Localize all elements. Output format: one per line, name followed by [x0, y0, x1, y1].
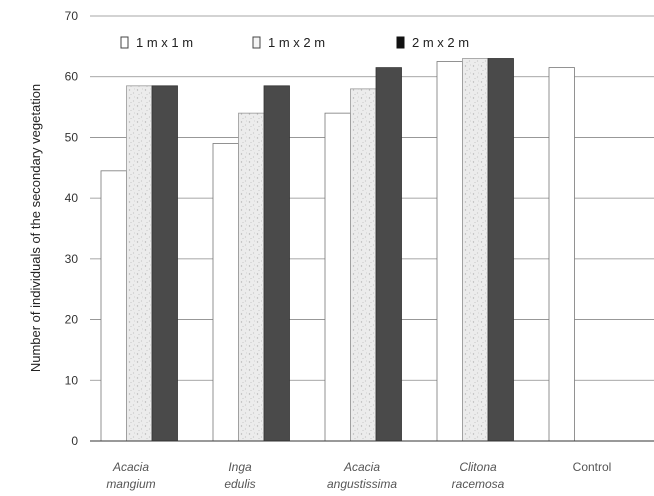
legend-swatch-1	[120, 36, 129, 49]
y-tick-label-30: 30	[65, 252, 79, 266]
category-label-5: Control	[573, 460, 612, 474]
bar-5-series-1	[548, 67, 575, 442]
category-label-2-line2: edulis	[224, 477, 255, 491]
y-tick-label-0: 0	[71, 434, 78, 448]
category-label-3-line2: angustissima	[327, 477, 397, 491]
category-labels: Acacia mangium Inga edulis Acacia angustissim…	[106, 460, 611, 491]
bar-3-series-2	[350, 88, 377, 442]
bar-4-series-1	[436, 61, 463, 442]
y-tick-labels: 0 10 20 30 40 50 60 70	[65, 9, 79, 448]
bar-1-series-3	[151, 85, 178, 442]
category-label-4-line2: racemosa	[452, 477, 505, 491]
bar-4-series-2	[462, 58, 489, 442]
legend-label-2: 1 m x 2 m	[268, 35, 325, 50]
legend-label-1: 1 m x 1 m	[136, 35, 193, 50]
bar-1-series-2	[126, 85, 153, 442]
bar-4-series-3	[487, 58, 514, 442]
bar-2-series-3	[263, 85, 290, 442]
bar-2-series-1	[212, 143, 239, 442]
legend: 1 m x 1 m 1 m x 2 m 2 m x 2 m	[120, 35, 469, 50]
category-label-3: Acacia	[343, 460, 380, 474]
bar-3-series-3	[375, 67, 402, 442]
y-tick-label-20: 20	[65, 313, 79, 327]
legend-label-3: 2 m x 2 m	[412, 35, 469, 50]
legend-swatch-2	[252, 36, 261, 49]
y-tick-label-10: 10	[65, 373, 79, 387]
bar-3-series-1	[324, 112, 351, 442]
category-label-4: Clitona	[459, 460, 497, 474]
y-tick-label-40: 40	[65, 191, 79, 205]
category-label-1-line2: mangium	[106, 477, 155, 491]
y-tick-label-60: 60	[65, 70, 79, 84]
bar-2-series-2	[238, 112, 265, 442]
bar-1-series-1	[100, 170, 127, 442]
y-axis-label: Number of individuals of the secondary v…	[28, 84, 43, 372]
category-label-1: Acacia	[112, 460, 149, 474]
y-tick-label-70: 70	[65, 9, 79, 23]
y-tick-label-50: 50	[65, 130, 79, 144]
legend-swatch-3	[396, 36, 405, 49]
bars	[100, 58, 575, 442]
category-label-2: Inga	[228, 460, 252, 474]
